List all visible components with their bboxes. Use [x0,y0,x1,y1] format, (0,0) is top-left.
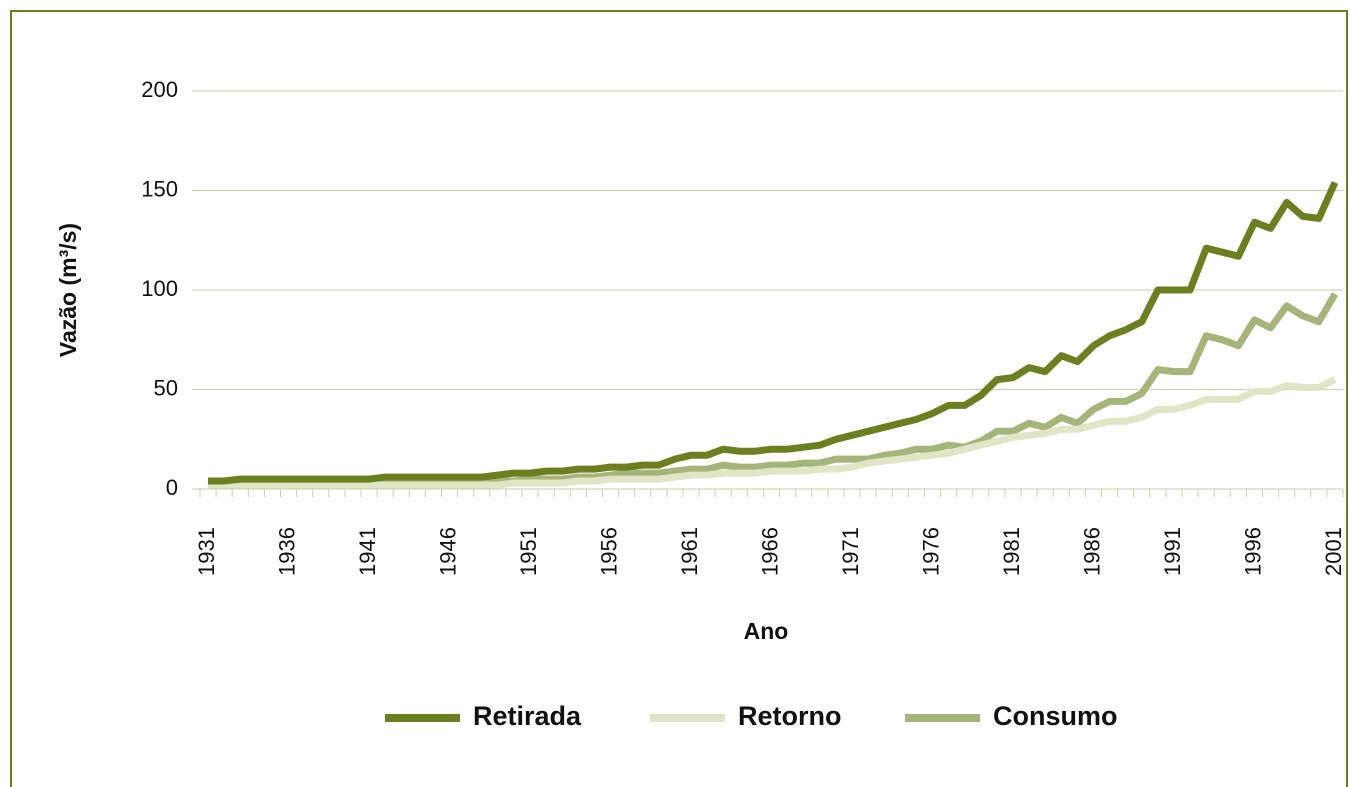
x-tick-label: 1991 [1160,527,1185,576]
y-tick-label: 150 [141,176,178,201]
legend-label: Consumo [993,701,1118,731]
x-tick-label: 1966 [757,527,782,576]
x-axis-label: Ano [744,618,789,644]
x-tick-label: 1951 [516,527,541,576]
x-tick-label: 1956 [596,527,621,576]
legend-label: Retirada [473,701,582,731]
y-tick-label: 100 [141,276,178,301]
x-tick-label: 1936 [274,527,299,576]
x-tick-label: 1971 [838,527,863,576]
x-tick-label: 1986 [1079,527,1104,576]
x-tick-label: 1981 [999,527,1024,576]
series-line [208,181,1339,485]
x-tick-label: 1931 [194,527,219,576]
y-axis-label: Vazão (m³/s) [55,223,81,357]
y-tick-label: 0 [166,475,178,500]
x-tick-label: 1941 [355,527,380,576]
x-tick-label: 1961 [677,527,702,576]
y-tick-label: 200 [141,77,178,102]
y-tick-label: 50 [154,375,178,400]
series-line [208,292,1339,487]
x-tick-label: 1996 [1240,527,1265,576]
x-tick-label: 1946 [435,527,460,576]
x-tick-label: 2001 [1321,527,1346,576]
frame [10,10,1348,787]
x-tick-label: 1976 [918,527,943,576]
legend-label: Retorno [738,701,842,731]
series-line [208,376,1337,489]
